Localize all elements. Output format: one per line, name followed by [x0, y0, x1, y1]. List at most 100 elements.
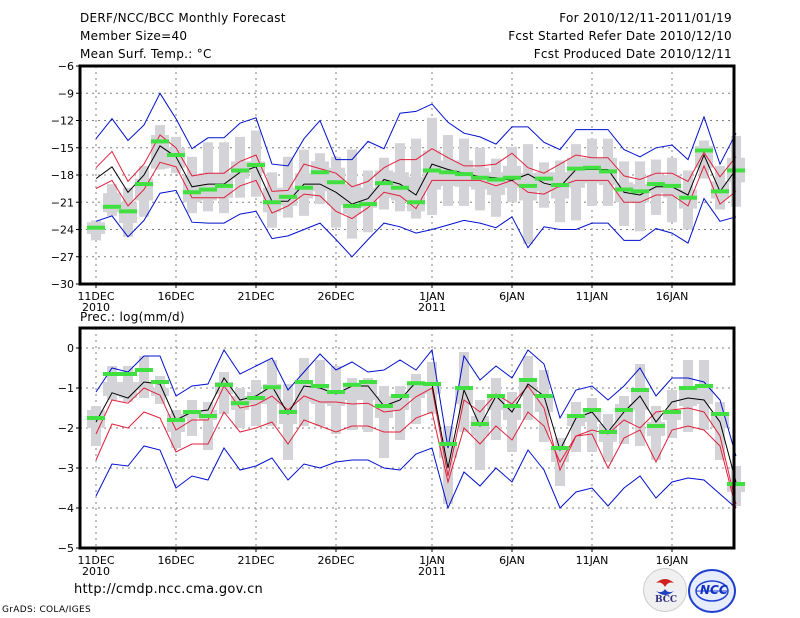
observed-marker — [583, 408, 601, 412]
range-box-inner — [583, 410, 601, 422]
range-box-inner — [183, 175, 201, 203]
bcc-logo-text: BCC — [655, 595, 678, 605]
range-box-inner — [359, 382, 377, 400]
x-tick-label: 1JAN — [419, 554, 445, 567]
range-box-outer — [443, 426, 453, 504]
y-tick-label: −6 — [58, 60, 74, 73]
observed-marker — [103, 372, 121, 376]
y-tick-label: −24 — [51, 224, 74, 237]
observed-marker — [727, 168, 745, 173]
observed-marker — [727, 482, 745, 486]
observed-marker — [295, 185, 313, 190]
range-box-outer — [715, 402, 725, 460]
range-box-outer — [379, 386, 389, 458]
range-box-inner — [567, 157, 585, 188]
forecast-started-date: Fcst Started Refer Date 2010/12/10 — [508, 29, 732, 43]
x-tick-year-label: 2011 — [418, 301, 446, 314]
observed-marker — [503, 175, 521, 180]
observed-marker — [327, 390, 345, 394]
range-box-inner — [103, 193, 121, 213]
y-tick-label: −12 — [51, 115, 74, 128]
bcc-logo: BCC — [643, 568, 687, 612]
ncc-logo: NCC — [688, 569, 736, 613]
x-tick-year-label: 2010 — [82, 565, 110, 578]
range-box-inner — [567, 418, 585, 426]
observed-marker — [119, 209, 137, 214]
observed-marker — [631, 189, 649, 194]
observed-marker — [535, 394, 553, 398]
observed-marker — [391, 185, 409, 190]
precip-panel-title: Prec.: log(mm/d) — [80, 310, 185, 324]
observed-marker — [87, 225, 105, 230]
observed-marker — [343, 203, 361, 208]
observed-marker — [311, 170, 329, 175]
observed-marker — [119, 372, 137, 376]
y-tick-label: −21 — [51, 196, 74, 209]
observed-marker — [183, 410, 201, 414]
observed-marker — [199, 187, 217, 192]
y-tick-label: −9 — [58, 87, 74, 100]
observed-marker — [487, 394, 505, 398]
observed-marker — [711, 189, 729, 194]
observed-marker — [231, 401, 249, 406]
member-size-label: Member Size=40 — [80, 29, 188, 43]
range-box-outer — [283, 156, 293, 218]
x-tick-label: 11DEC — [77, 290, 114, 303]
observed-marker — [103, 204, 121, 209]
observed-marker — [487, 177, 505, 182]
max-line — [95, 348, 737, 457]
range-box-outer — [395, 386, 405, 440]
observed-marker — [247, 396, 265, 400]
y-tick-label: −5 — [58, 542, 74, 555]
range-box-inner — [535, 394, 553, 412]
observed-marker — [535, 176, 553, 181]
observed-marker — [519, 183, 537, 188]
observed-marker — [423, 168, 441, 173]
chart-title: DERF/NCC/BCC Monthly Forecast — [80, 11, 286, 25]
source-url[interactable]: http://cmdp.ncc.cma.gov.cn — [74, 582, 264, 597]
range-box-inner — [135, 382, 153, 390]
observed-marker — [359, 380, 377, 384]
observed-marker — [455, 386, 473, 390]
observed-marker — [359, 202, 377, 207]
x-tick-year-label: 2011 — [418, 565, 446, 578]
observed-marker — [263, 385, 281, 390]
range-box-inner — [583, 157, 601, 184]
range-box-outer — [571, 402, 581, 452]
observed-marker — [551, 446, 569, 450]
observed-marker — [567, 414, 585, 418]
observed-marker — [215, 183, 233, 188]
observed-marker — [599, 430, 617, 434]
min-line — [95, 189, 737, 258]
observed-marker — [631, 388, 649, 392]
observed-marker — [295, 380, 313, 384]
observed-marker — [663, 183, 681, 188]
observed-marker — [279, 410, 297, 414]
x-tick-label: 11JAN — [576, 554, 609, 567]
y-tick-label: −4 — [58, 502, 74, 515]
forecast-period: For 2010/12/11-2011/01/19 — [559, 11, 732, 25]
range-box-inner — [679, 386, 697, 406]
x-tick-label: 26DEC — [317, 554, 354, 567]
range-box-inner — [199, 173, 217, 201]
x-tick-label: 11DEC — [77, 554, 114, 567]
x-tick-year-label: 2010 — [82, 301, 110, 314]
x-tick-label: 16JAN — [656, 290, 689, 303]
observed-marker — [615, 187, 633, 192]
upper-spread-line — [95, 134, 737, 192]
observed-marker — [439, 170, 457, 175]
observed-marker — [311, 384, 329, 388]
observed-marker — [231, 168, 249, 173]
bcc-swirl-icon — [656, 579, 674, 595]
observed-marker — [407, 200, 425, 205]
x-tick-label: 16DEC — [157, 290, 194, 303]
y-tick-label: −27 — [51, 251, 74, 264]
observed-marker — [503, 404, 521, 408]
max-line — [95, 92, 737, 167]
observed-marker — [279, 194, 297, 199]
observed-marker — [183, 190, 201, 195]
min-line — [95, 445, 737, 510]
observed-marker — [663, 410, 681, 414]
range-box-inner — [615, 404, 633, 424]
